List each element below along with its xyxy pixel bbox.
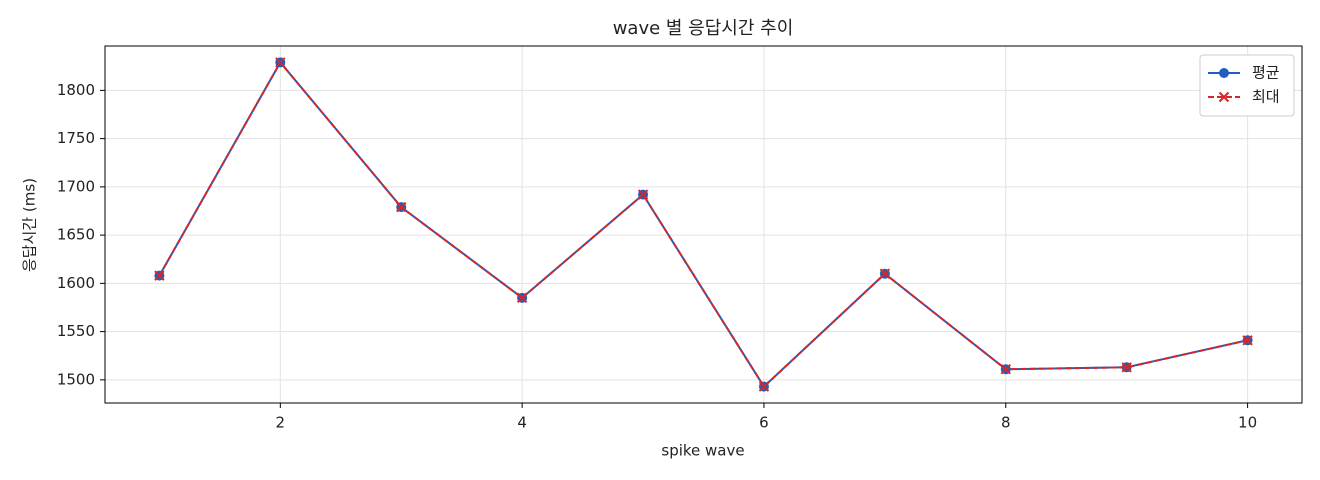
marker <box>275 57 286 68</box>
y-tick-label: 1700 <box>57 177 95 195</box>
marker <box>1000 364 1011 375</box>
legend-marker <box>1218 91 1230 103</box>
marker <box>154 270 165 281</box>
legend-box <box>1199 54 1295 117</box>
y-tick-label: 1650 <box>57 226 95 244</box>
marker <box>758 381 770 392</box>
plot-frame <box>104 45 1303 404</box>
marker <box>879 268 891 279</box>
line <box>158 60 1248 389</box>
x-tick-label: 10 <box>1238 414 1257 432</box>
chart-title: wave 별 응답시간 추이 <box>613 18 794 39</box>
y-tick-label: 1500 <box>57 370 95 388</box>
legend-label: 평균 <box>1252 64 1280 82</box>
y-tick-label: 1750 <box>57 129 95 147</box>
marker <box>1121 362 1132 373</box>
x-axis-label: spike wave <box>661 442 744 460</box>
line <box>158 60 1248 389</box>
y-tick-label: 1800 <box>57 81 95 99</box>
marker <box>516 292 528 304</box>
x-tick-label: 2 <box>276 414 286 432</box>
x-tick-label: 6 <box>759 414 769 432</box>
x-tick-label: 4 <box>517 414 527 432</box>
legend-marker <box>1219 68 1229 78</box>
y-axis-label: 응답시간 (ms) <box>21 178 39 272</box>
marker <box>637 189 649 200</box>
y-tick-label: 1550 <box>57 322 95 340</box>
legend-label: 최대 <box>1252 88 1280 106</box>
y-tick-label: 1600 <box>57 274 95 292</box>
marker <box>1242 335 1253 346</box>
marker <box>396 201 407 213</box>
x-tick-label: 8 <box>1001 414 1011 432</box>
